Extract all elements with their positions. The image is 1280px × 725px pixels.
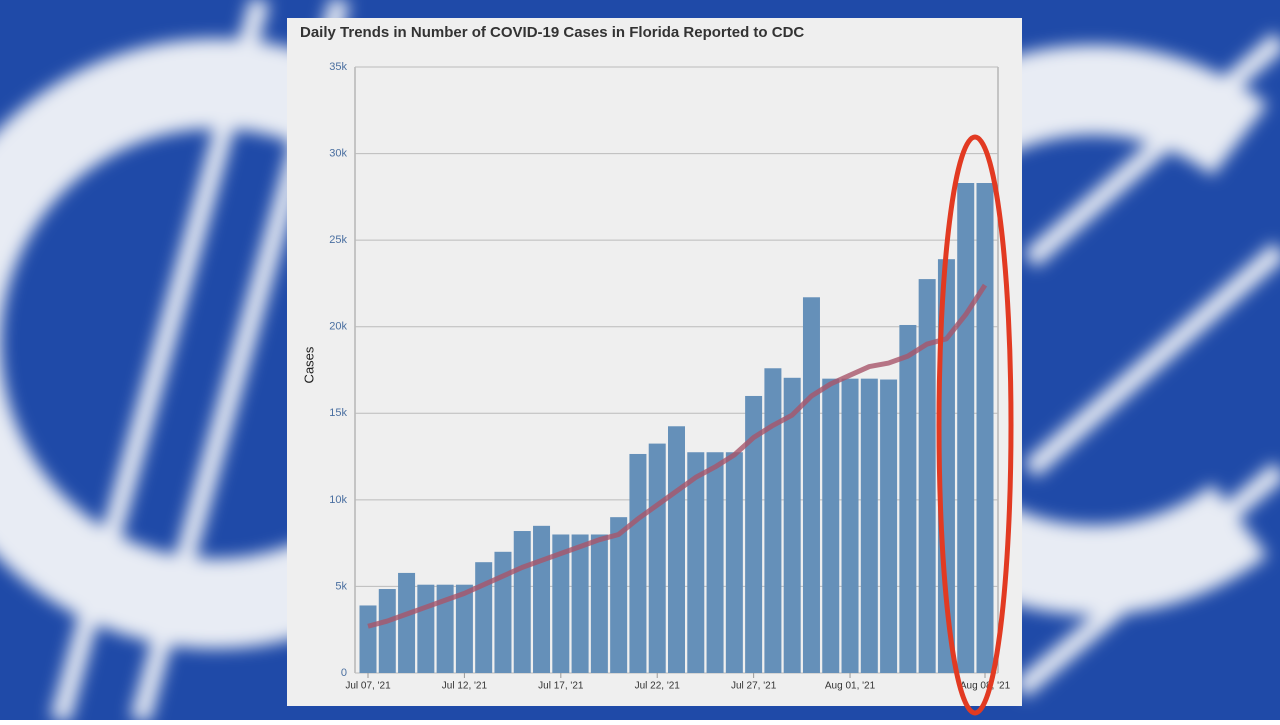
bar bbox=[455, 584, 473, 673]
bar bbox=[822, 378, 840, 673]
bar bbox=[899, 324, 917, 673]
y-tick-label: 25k bbox=[329, 234, 347, 246]
x-tick-label: Aug 01, '21 bbox=[825, 681, 876, 692]
x-tick-label: Jul 27, '21 bbox=[731, 681, 777, 692]
bar bbox=[880, 379, 898, 673]
plot: 0 5k 10k 15k 20k 25k 30k 35k Jul 07, '21 Jul 12, … bbox=[329, 61, 1010, 692]
x-tick-label: Aug 08, '21 bbox=[960, 681, 1011, 692]
bar bbox=[359, 605, 377, 673]
bar bbox=[745, 395, 763, 673]
bar bbox=[571, 534, 589, 673]
y-axis-label: Cases bbox=[301, 346, 316, 383]
bar bbox=[668, 426, 685, 673]
bar bbox=[378, 589, 396, 673]
bar bbox=[494, 551, 512, 673]
y-tick-label: 10k bbox=[329, 494, 347, 506]
bar bbox=[725, 452, 743, 673]
bar bbox=[860, 378, 878, 673]
bar bbox=[764, 368, 782, 673]
bar bbox=[783, 377, 801, 673]
bar bbox=[687, 452, 705, 673]
bar bbox=[610, 517, 628, 673]
bar bbox=[957, 183, 975, 673]
bar bbox=[513, 531, 531, 673]
bar bbox=[398, 572, 416, 673]
x-tick-label: Jul 12, '21 bbox=[442, 681, 488, 692]
y-tick-label: 0 bbox=[341, 667, 347, 679]
bar bbox=[802, 297, 820, 673]
y-tick-label: 35k bbox=[329, 61, 347, 73]
highlight-ellipse bbox=[936, 134, 1014, 716]
y-tick-label: 5k bbox=[335, 580, 347, 592]
bar bbox=[976, 183, 994, 673]
bar bbox=[533, 525, 551, 673]
bar bbox=[475, 562, 493, 673]
bar bbox=[552, 534, 570, 673]
bar bbox=[436, 584, 454, 673]
bar bbox=[629, 453, 647, 673]
chart-title: Daily Trends in Number of COVID-19 Cases… bbox=[300, 24, 804, 41]
bar bbox=[918, 279, 936, 673]
bar bbox=[706, 452, 724, 673]
bar bbox=[841, 378, 859, 673]
x-tick-label: Jul 17, '21 bbox=[538, 681, 584, 692]
y-tick-label: 20k bbox=[329, 321, 347, 333]
y-tick-label: 30k bbox=[329, 147, 347, 159]
bar bbox=[417, 584, 435, 673]
y-tick-label: 15k bbox=[329, 407, 347, 419]
bar bbox=[590, 534, 608, 673]
x-tick-label: Jul 07, '21 bbox=[345, 681, 391, 692]
x-tick-label: Jul 22, '21 bbox=[635, 681, 681, 692]
trend-line bbox=[367, 283, 988, 629]
bar bbox=[648, 443, 666, 673]
